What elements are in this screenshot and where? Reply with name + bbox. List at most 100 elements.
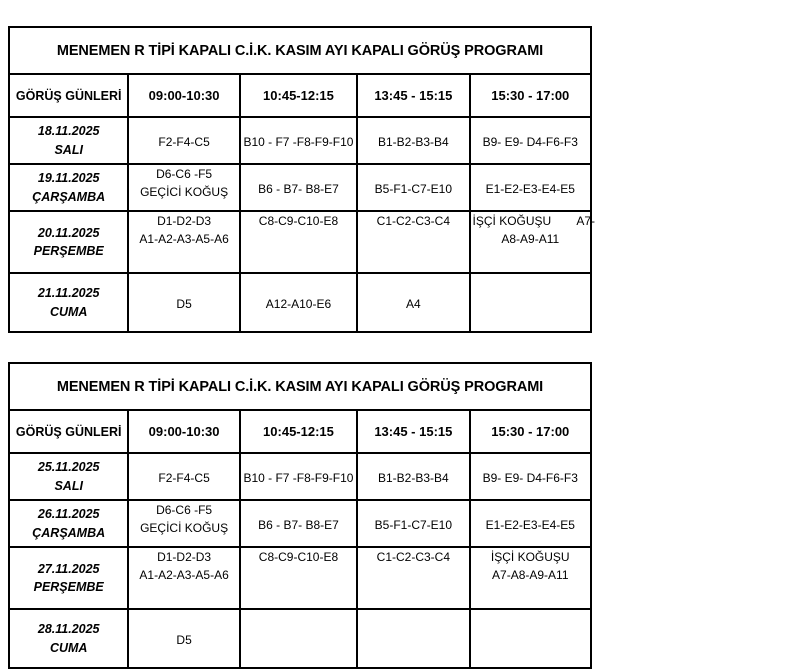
column-header-slot-3: 13:45 - 15:15 bbox=[356, 409, 471, 454]
column-header-slot-4: 15:30 - 17:00 bbox=[468, 73, 593, 118]
row-date: 26.11.2025 bbox=[37, 507, 100, 522]
table-row: 25.11.2025 SALI F2-F4-C5 B10 - F7 -F8-F9… bbox=[7, 452, 593, 501]
row-slot-1-cell: D6-C6 -F5 GEÇİCİ KOĞUŞ bbox=[127, 499, 241, 548]
ward-codes: C1-C2-C3-C4 bbox=[376, 550, 451, 564]
column-header-days: GÖRÜŞ GÜNLERİ bbox=[7, 409, 130, 454]
row-slot-1-cell: D1-D2-D3 A1-A2-A3-A5-A6 bbox=[127, 210, 241, 274]
table-row: 27.11.2025 PERŞEMBE D1-D2-D3 A1-A2-A3-A5… bbox=[7, 546, 593, 610]
ward-codes: E1-E2-E3-E4-E5 bbox=[485, 518, 575, 532]
ward-codes-note: GEÇİCİ KOĞUŞ bbox=[140, 185, 229, 199]
column-header-days: GÖRÜŞ GÜNLERİ bbox=[7, 73, 130, 118]
row-date-cell: 19.11.2025 ÇARŞAMBA bbox=[7, 163, 130, 212]
table-title: MENEMEN R TİPİ KAPALI C.İ.K. KASIM AYI K… bbox=[8, 26, 592, 75]
row-date: 19.11.2025 bbox=[37, 171, 100, 186]
table-title: MENEMEN R TİPİ KAPALI C.İ.K. KASIM AYI K… bbox=[8, 362, 592, 411]
row-slot-2-cell: C8-C9-C10-E8 bbox=[238, 210, 359, 274]
column-header-slot-1: 09:00-10:30 bbox=[127, 73, 241, 118]
ward-codes-second: A7-A8-A9-A11 bbox=[492, 568, 569, 582]
row-date-cell: 27.11.2025 PERŞEMBE bbox=[7, 546, 130, 610]
row-date-cell: 20.11.2025 PERŞEMBE bbox=[7, 210, 130, 274]
row-slot-3-cell: C1-C2-C3-C4 bbox=[356, 210, 471, 274]
ward-codes: B10 - F7 -F8-F9-F10 bbox=[243, 135, 354, 149]
ward-codes: D6-C6 -F5 bbox=[156, 167, 213, 181]
ward-codes: B6 - B7- B8-E7 bbox=[258, 182, 339, 196]
ward-codes: A12-A10-E6 bbox=[265, 297, 332, 311]
ward-codes: C8-C9-C10-E8 bbox=[258, 214, 339, 228]
row-slot-3-cell: A4 bbox=[356, 272, 471, 333]
row-slot-1-cell: F2-F4-C5 bbox=[127, 452, 241, 501]
ward-codes: E1-E2-E3-E4-E5 bbox=[485, 182, 575, 196]
ward-codes: F2-F4-C5 bbox=[158, 471, 210, 485]
ward-label: İŞÇİ KOĞUŞU bbox=[490, 550, 570, 564]
row-slot-4-cell: İŞÇİ KOĞUŞU A7- A8-A9-A11 bbox=[468, 210, 595, 274]
row-slot-3-cell: C1-C2-C3-C4 bbox=[356, 546, 471, 610]
row-slot-3-cell: B5-F1-C7-E10 bbox=[356, 163, 471, 212]
table-row: 28.11.2025 CUMA D5 bbox=[7, 608, 593, 669]
ward-codes: B6 - B7- B8-E7 bbox=[258, 518, 339, 532]
column-header-slot-3: 13:45 - 15:15 bbox=[356, 73, 471, 118]
row-date-cell: 25.11.2025 SALI bbox=[7, 452, 130, 501]
ward-codes: D1-D2-D3 bbox=[157, 550, 212, 564]
row-slot-1-cell: D5 bbox=[127, 272, 241, 333]
table-row: 19.11.2025 ÇARŞAMBA D6-C6 -F5 GEÇİCİ KOĞ… bbox=[7, 163, 593, 212]
row-slot-2-cell: B6 - B7- B8-E7 bbox=[238, 499, 359, 548]
row-weekday: CUMA bbox=[49, 640, 88, 655]
ward-codes: C1-C2-C3-C4 bbox=[376, 214, 451, 228]
row-weekday: SALI bbox=[54, 478, 83, 493]
ward-codes: B1-B2-B3-B4 bbox=[377, 471, 449, 485]
row-slot-2-cell: B10 - F7 -F8-F9-F10 bbox=[238, 116, 359, 165]
row-date: 28.11.2025 bbox=[37, 622, 100, 637]
row-date: 21.11.2025 bbox=[37, 286, 100, 301]
row-slot-1-cell: D5 bbox=[127, 608, 241, 669]
ward-codes: D6-C6 -F5 bbox=[156, 503, 213, 517]
ward-codes-second: A1-A2-A3-A5-A6 bbox=[139, 232, 229, 246]
row-date-cell: 26.11.2025 ÇARŞAMBA bbox=[7, 499, 130, 548]
row-slot-1-cell: D1-D2-D3 A1-A2-A3-A5-A6 bbox=[127, 546, 241, 610]
row-slot-4-cell: B9- E9- D4-F6-F3 bbox=[468, 116, 593, 165]
ward-codes-note: GEÇİCİ KOĞUŞ bbox=[140, 521, 229, 535]
table-title-row: MENEMEN R TİPİ KAPALI C.İ.K. KASIM AYI K… bbox=[8, 26, 592, 75]
table-row: 21.11.2025 CUMA D5 A12-A10-E6 A4 bbox=[7, 272, 593, 333]
ward-codes: A4 bbox=[406, 297, 421, 311]
row-date-cell: 21.11.2025 CUMA bbox=[7, 272, 130, 333]
row-weekday: PERŞEMBE bbox=[33, 244, 104, 258]
ward-codes-second: A1-A2-A3-A5-A6 bbox=[139, 568, 229, 582]
column-header-slot-2: 10:45-12:15 bbox=[238, 73, 359, 118]
ward-label-row: İŞÇİ KOĞUŞU A7- bbox=[471, 212, 595, 230]
row-weekday: PERŞEMBE bbox=[33, 580, 104, 594]
row-slot-4-cell bbox=[468, 608, 593, 669]
ward-label: İŞÇİ KOĞUŞU bbox=[472, 214, 552, 228]
row-date: 20.11.2025 bbox=[37, 225, 100, 240]
row-slot-2-cell: B6 - B7- B8-E7 bbox=[238, 163, 359, 212]
column-header-slot-4: 15:30 - 17:00 bbox=[468, 409, 593, 454]
row-slot-4-cell: E1-E2-E3-E4-E5 bbox=[468, 163, 593, 212]
table-header-row: GÖRÜŞ GÜNLERİ 09:00-10:30 10:45-12:15 13… bbox=[7, 73, 593, 118]
ward-codes: B10 - F7 -F8-F9-F10 bbox=[243, 471, 354, 485]
column-header-slot-2: 10:45-12:15 bbox=[238, 409, 359, 454]
table-header-row: GÖRÜŞ GÜNLERİ 09:00-10:30 10:45-12:15 13… bbox=[7, 409, 593, 454]
table-row: 26.11.2025 ÇARŞAMBA D6-C6 -F5 GEÇİCİ KOĞ… bbox=[7, 499, 593, 548]
row-slot-2-cell bbox=[238, 608, 359, 669]
visit-schedule-table-first-week: MENEMEN R TİPİ KAPALI C.İ.K. KASIM AYI K… bbox=[7, 26, 595, 333]
row-date-cell: 28.11.2025 CUMA bbox=[7, 608, 130, 669]
row-slot-2-cell: B10 - F7 -F8-F9-F10 bbox=[238, 452, 359, 501]
row-slot-3-cell: B1-B2-B3-B4 bbox=[356, 452, 471, 501]
ward-codes: B9- E9- D4-F6-F3 bbox=[482, 135, 578, 149]
visit-schedule-table-second-week: MENEMEN R TİPİ KAPALI C.İ.K. KASIM AYI K… bbox=[7, 362, 593, 669]
ward-codes: B5-F1-C7-E10 bbox=[374, 518, 453, 532]
row-slot-4-cell: E1-E2-E3-E4-E5 bbox=[468, 499, 593, 548]
ward-codes: B5-F1-C7-E10 bbox=[374, 182, 453, 196]
ward-codes: C8-C9-C10-E8 bbox=[258, 550, 339, 564]
row-weekday: CUMA bbox=[49, 304, 88, 319]
row-slot-1-cell: D6-C6 -F5 GEÇİCİ KOĞUŞ bbox=[127, 163, 241, 212]
table-row: 18.11.2025 SALI F2-F4-C5 B10 - F7 -F8-F9… bbox=[7, 116, 593, 165]
row-date-cell: 18.11.2025 SALI bbox=[7, 116, 130, 165]
table-title-row: MENEMEN R TİPİ KAPALI C.İ.K. KASIM AYI K… bbox=[8, 362, 592, 411]
row-date: 25.11.2025 bbox=[37, 460, 100, 475]
row-date: 27.11.2025 bbox=[37, 561, 100, 576]
ward-codes-second: A8-A9-A11 bbox=[501, 232, 560, 246]
table-row: 20.11.2025 PERŞEMBE D1-D2-D3 A1-A2-A3-A5… bbox=[7, 210, 595, 274]
ward-codes: D5 bbox=[176, 297, 192, 311]
column-header-slot-1: 09:00-10:30 bbox=[127, 409, 241, 454]
